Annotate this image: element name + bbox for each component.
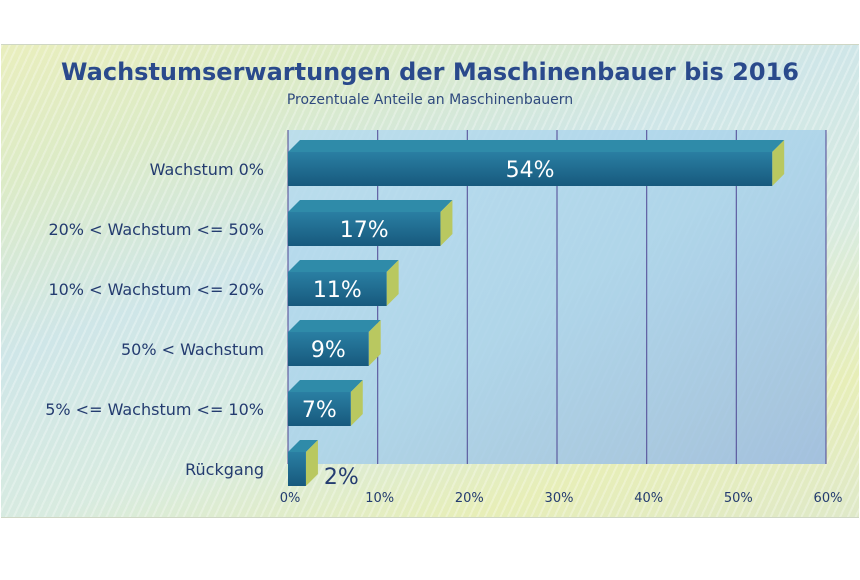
bar-top-face: [288, 320, 381, 332]
y-category-label: Rückgang: [185, 460, 264, 479]
bar: [288, 260, 399, 306]
bar-side-face: [305, 440, 318, 486]
x-tick-label: 40%: [634, 491, 663, 506]
data-label: 11%: [313, 278, 362, 303]
data-label: 17%: [340, 218, 389, 243]
bar: [288, 440, 318, 486]
data-label: 9%: [311, 338, 346, 363]
bar-front-face: [288, 392, 351, 426]
x-tick-label: 0%: [280, 491, 301, 506]
bar-front-face: [288, 272, 387, 306]
x-tick-label: 60%: [814, 491, 843, 506]
bar-side-face: [386, 260, 399, 306]
x-tick-label: 20%: [455, 491, 484, 506]
bar-top-face: [288, 380, 363, 392]
x-tick-label: 10%: [365, 491, 394, 506]
bar-top-face: [288, 440, 318, 452]
bar: [288, 200, 453, 246]
bar-top-face: [288, 260, 399, 272]
data-label: 54%: [506, 158, 555, 183]
bar-front-face: [288, 452, 306, 486]
x-tick-label: 30%: [545, 491, 574, 506]
y-category-label: 10% < Wachstum <= 20%: [48, 280, 264, 299]
bar-side-face: [440, 200, 453, 246]
bar-top-face: [288, 200, 453, 212]
bar-top-face: [288, 140, 785, 152]
bar-side-face: [350, 380, 363, 426]
bar: [288, 380, 363, 426]
chart-title: Wachstumserwartungen der Maschinenbauer …: [61, 58, 799, 86]
bar-front-face: [288, 332, 369, 366]
y-category-label: Wachstum 0%: [150, 160, 264, 179]
bar-front-face: [288, 212, 441, 246]
bar-side-face: [772, 140, 785, 186]
x-tick-label: 50%: [724, 491, 753, 506]
data-label: 2%: [324, 465, 359, 490]
y-category-label: 5% <= Wachstum <= 10%: [45, 400, 264, 419]
bar: [288, 320, 381, 366]
data-label: 7%: [302, 398, 337, 423]
chart-subtitle: Prozentuale Anteile an Maschinenbauern: [287, 92, 573, 108]
bar-side-face: [368, 320, 381, 366]
bar-front-face: [288, 152, 773, 186]
y-category-label: 50% < Wachstum: [121, 340, 264, 359]
bar: [288, 140, 785, 186]
y-category-label: 20% < Wachstum <= 50%: [48, 220, 264, 239]
